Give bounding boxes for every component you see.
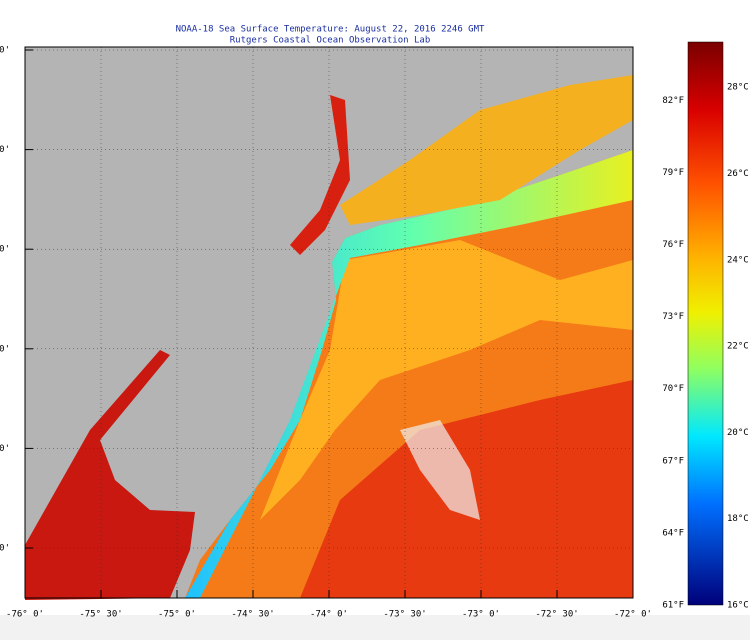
- mid-water: [260, 240, 633, 520]
- lat-label: 30': [0, 46, 10, 56]
- lon-label: -76° 0': [6, 610, 44, 620]
- fahrenheit-label: 70°F: [662, 384, 684, 394]
- lon-label: -73° 30': [383, 610, 426, 620]
- fahrenheit-label: 82°F: [662, 96, 684, 106]
- lon-label: -74° 0': [310, 610, 348, 620]
- celsius-label: 26°C: [727, 169, 749, 179]
- fahrenheit-label: 79°F: [662, 168, 684, 178]
- lat-label: 0': [0, 145, 10, 155]
- lon-label: -75° 0': [158, 610, 196, 620]
- coastal-upwelling: [185, 150, 633, 598]
- celsius-label: 22°C: [727, 342, 749, 352]
- long-island-sound: [340, 75, 633, 225]
- graticule: [25, 47, 633, 598]
- cloud: [400, 420, 480, 520]
- lat-label: 0': [0, 544, 10, 554]
- fahrenheit-label: 73°F: [662, 312, 684, 322]
- lon-label: -73° 0': [462, 610, 500, 620]
- lat-label: 30': [0, 444, 10, 454]
- map: [24, 46, 634, 600]
- celsius-label: 18°C: [727, 514, 749, 524]
- lon-label: -72° 0': [614, 610, 652, 620]
- river: [290, 95, 350, 255]
- lat-label: 0': [0, 344, 10, 354]
- title: NOAA-18 Sea Surface Temperature: August …: [176, 25, 485, 35]
- colorbar: [687, 41, 724, 606]
- delaware-bay: [25, 350, 195, 600]
- celsius-label: 20°C: [727, 428, 749, 438]
- fahrenheit-label: 64°F: [662, 528, 684, 538]
- lat-label: 30': [0, 245, 10, 255]
- subtitle: Rutgers Coastal Ocean Observation Lab: [230, 36, 430, 46]
- fahrenheit-label: 67°F: [662, 456, 684, 466]
- fahrenheit-label: 61°F: [662, 601, 684, 611]
- lon-label: -75° 30': [79, 610, 122, 620]
- lon-label: -74° 30': [231, 610, 274, 620]
- celsius-label: 16°C: [727, 601, 749, 611]
- lon-label: -72° 30': [535, 610, 578, 620]
- fahrenheit-label: 76°F: [662, 240, 684, 250]
- celsius-label: 28°C: [727, 83, 749, 93]
- celsius-label: 24°C: [727, 255, 749, 265]
- footer-strip: [0, 615, 750, 640]
